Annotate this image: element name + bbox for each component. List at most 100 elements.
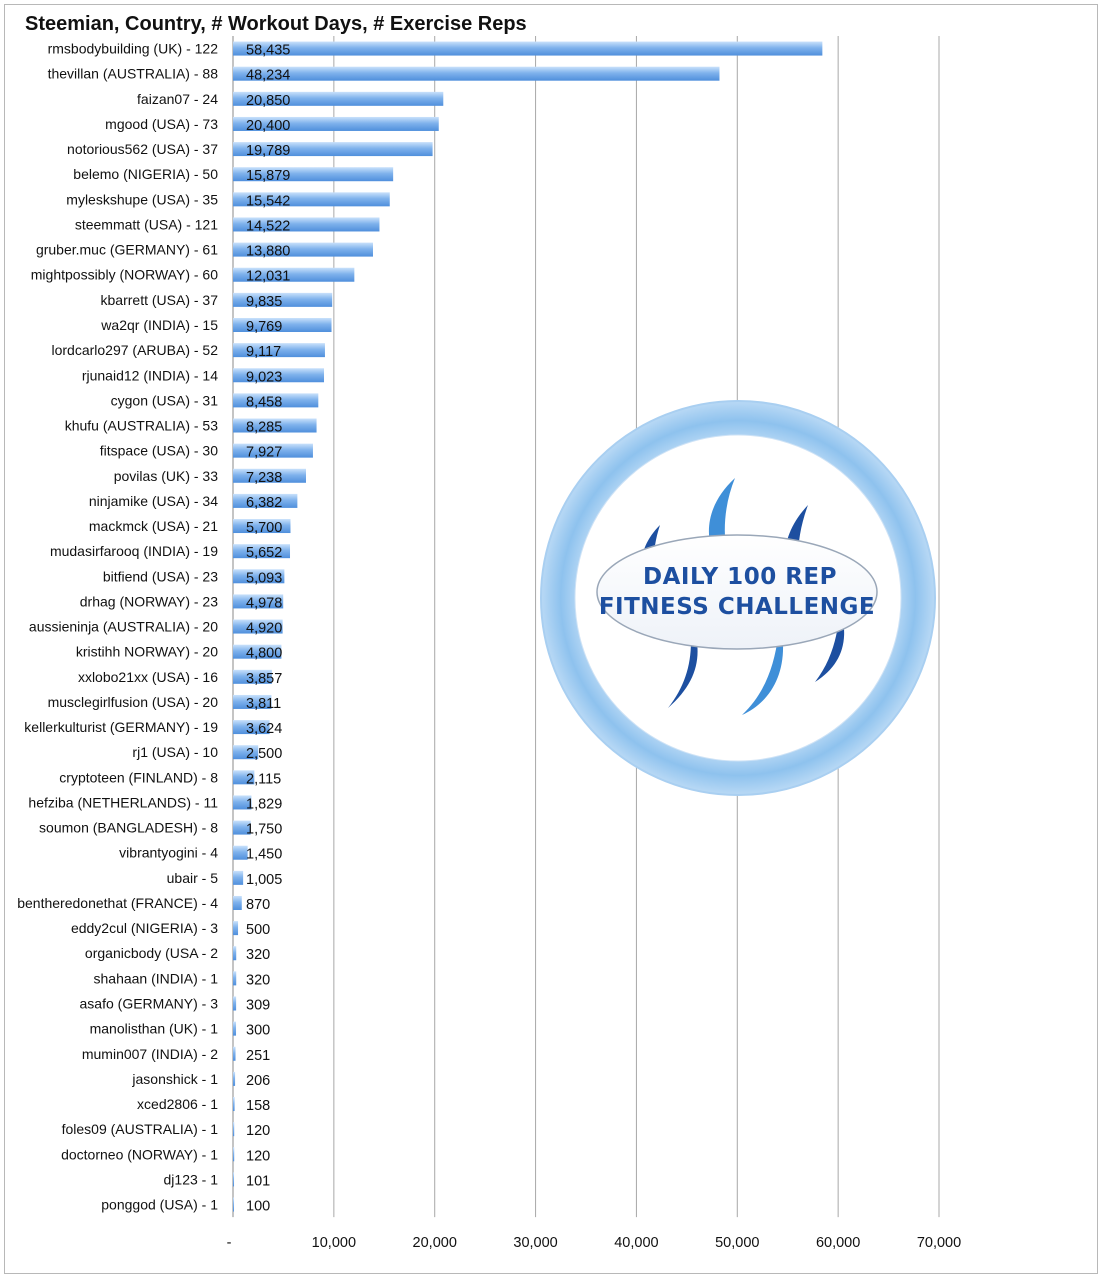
- bar: [233, 946, 237, 961]
- data-label: 320: [246, 972, 270, 988]
- category-label: myleskshupe (USA) - 35: [66, 191, 218, 207]
- category-label: soumon (BANGLADESH) - 8: [39, 820, 218, 836]
- bar: [233, 1097, 235, 1112]
- bar: [233, 720, 270, 735]
- data-label: 2,115: [246, 771, 281, 787]
- bar: [233, 519, 291, 534]
- data-label: 120: [246, 1148, 270, 1164]
- data-label: 14,522: [246, 218, 290, 234]
- bar: [233, 770, 255, 785]
- data-label: 309: [246, 998, 270, 1014]
- data-label: 206: [246, 1073, 270, 1089]
- category-label: eddy2cul (NIGERIA) - 3: [71, 920, 218, 936]
- x-tick-label: 50,000: [715, 1235, 759, 1251]
- data-label: 4,800: [246, 646, 282, 662]
- bars: [233, 41, 823, 1212]
- bar: [233, 644, 282, 659]
- data-label: 12,031: [246, 269, 290, 285]
- bar: [233, 91, 444, 106]
- category-label: khufu (AUSTRALIA) - 53: [65, 418, 218, 434]
- bar: [233, 569, 285, 584]
- category-label: vibrantyogini - 4: [119, 845, 218, 861]
- logo-flame-icon: [668, 612, 698, 708]
- x-tick-label: 30,000: [513, 1235, 557, 1251]
- bar: [233, 795, 252, 810]
- data-label: 3,857: [246, 671, 282, 687]
- bar: [233, 1147, 235, 1162]
- category-label: foles09 (AUSTRALIA) - 1: [62, 1121, 219, 1137]
- x-tick-label: -: [227, 1235, 232, 1251]
- x-tick-label: 10,000: [312, 1235, 356, 1251]
- data-label: 1,005: [246, 872, 282, 888]
- bar: [233, 41, 823, 56]
- bar: [233, 820, 251, 835]
- category-label: lordcarlo297 (ARUBA) - 52: [51, 342, 218, 358]
- bar: [233, 694, 272, 709]
- bar: [233, 443, 313, 458]
- logo-line-2: FITNESS CHALLENGE: [599, 594, 875, 620]
- data-label: 320: [246, 947, 270, 963]
- category-label: povilas (UK) - 33: [114, 468, 218, 484]
- category-label: bentheredonethat (FRANCE) - 4: [17, 895, 218, 911]
- category-label: manolisthan (UK) - 1: [90, 1021, 219, 1037]
- category-label: cygon (USA) - 31: [111, 392, 219, 408]
- bar: [233, 870, 244, 885]
- category-label: xced2806 - 1: [137, 1096, 218, 1112]
- data-label: 2,500: [246, 746, 282, 762]
- category-label: shahaan (INDIA) - 1: [94, 970, 219, 986]
- data-label: 5,093: [246, 570, 282, 586]
- bar: [233, 393, 319, 408]
- data-label: 120: [246, 1123, 270, 1139]
- bar: [233, 242, 373, 257]
- bar: [233, 468, 307, 483]
- category-label: kellerkulturist (GERMANY) - 19: [24, 719, 218, 735]
- category-label: ponggod (USA) - 1: [101, 1197, 218, 1213]
- data-label: 58,435: [246, 43, 290, 59]
- bar: [233, 368, 325, 383]
- data-label: 19,789: [246, 143, 290, 159]
- category-label: doctorneo (NORWAY) - 1: [61, 1146, 218, 1162]
- category-label: mackmck (USA) - 21: [89, 518, 218, 534]
- logo-line-1: DAILY 100 REP: [643, 564, 837, 590]
- category-label: bitfiend (USA) - 23: [103, 568, 218, 584]
- category-label: drhag (NORWAY) - 23: [80, 593, 218, 609]
- bar: [233, 142, 433, 157]
- bar: [233, 1122, 235, 1137]
- data-label: 9,023: [246, 369, 282, 385]
- data-label: 7,927: [246, 445, 282, 461]
- data-label: 5,700: [246, 520, 282, 536]
- bar: [233, 921, 239, 936]
- data-label: 1,829: [246, 796, 282, 812]
- bar: [233, 544, 291, 559]
- x-tick-label: 40,000: [614, 1235, 658, 1251]
- category-label: steemmatt (USA) - 121: [75, 216, 218, 232]
- bar: [233, 343, 325, 358]
- category-label: notorious562 (USA) - 37: [67, 141, 218, 157]
- labels: rmsbodybuilding (UK) - 122 58,435 thevilla…: [17, 41, 290, 1215]
- data-label: 20,850: [246, 93, 290, 109]
- bar: [233, 669, 272, 684]
- data-label: 13,880: [246, 244, 290, 260]
- x-axis-ticks: - 10,000 20,000 30,000 40,000 50,000 60,000 70,…: [227, 1235, 962, 1251]
- data-label: 8,285: [246, 420, 282, 436]
- fitness-challenge-logo: DAILY 100 REP FITNESS CHALLENGE: [540, 400, 936, 796]
- category-label: rj1 (USA) - 10: [132, 744, 218, 760]
- bar: [233, 971, 237, 986]
- bar: [233, 217, 380, 232]
- category-label: dj123 - 1: [164, 1171, 219, 1187]
- data-label: 9,117: [246, 344, 281, 360]
- logo-flame-icon: [708, 478, 738, 590]
- category-label: belemo (NIGERIA) - 50: [73, 166, 218, 182]
- logo-ring-border: [540, 400, 936, 796]
- data-label: 15,879: [246, 168, 290, 184]
- category-label: faizan07 - 24: [137, 91, 218, 107]
- data-label: 870: [246, 897, 270, 913]
- data-label: 15,542: [246, 193, 290, 209]
- category-label: kristihh NORWAY) - 20: [76, 644, 218, 660]
- data-label: 3,811: [246, 696, 281, 712]
- category-label: hefziba (NETHERLANDS) - 11: [28, 794, 218, 810]
- bar: [233, 594, 284, 609]
- category-label: ninjamike (USA) - 34: [89, 493, 218, 509]
- data-label: 1,450: [246, 847, 282, 863]
- data-label: 5,652: [246, 545, 282, 561]
